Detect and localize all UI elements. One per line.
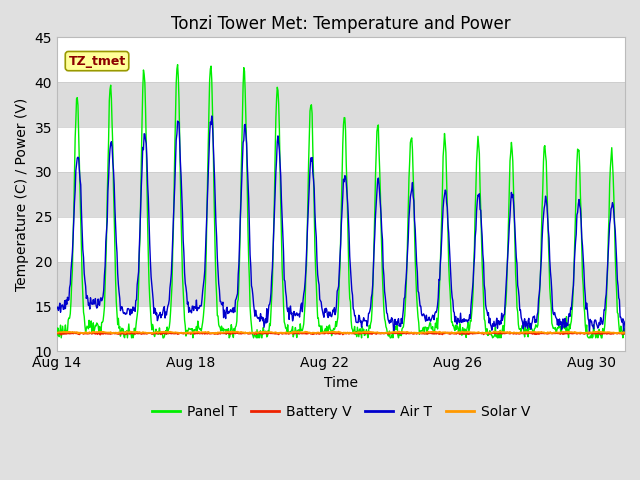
Title: Tonzi Tower Met: Temperature and Power: Tonzi Tower Met: Temperature and Power — [172, 15, 511, 33]
Text: TZ_tmet: TZ_tmet — [68, 55, 125, 68]
Bar — [57, 262, 625, 306]
Y-axis label: Temperature (C) / Power (V): Temperature (C) / Power (V) — [15, 98, 29, 291]
Legend: Panel T, Battery V, Air T, Solar V: Panel T, Battery V, Air T, Solar V — [147, 399, 536, 424]
X-axis label: Time: Time — [324, 376, 358, 390]
Bar — [57, 82, 625, 127]
Bar — [57, 172, 625, 217]
